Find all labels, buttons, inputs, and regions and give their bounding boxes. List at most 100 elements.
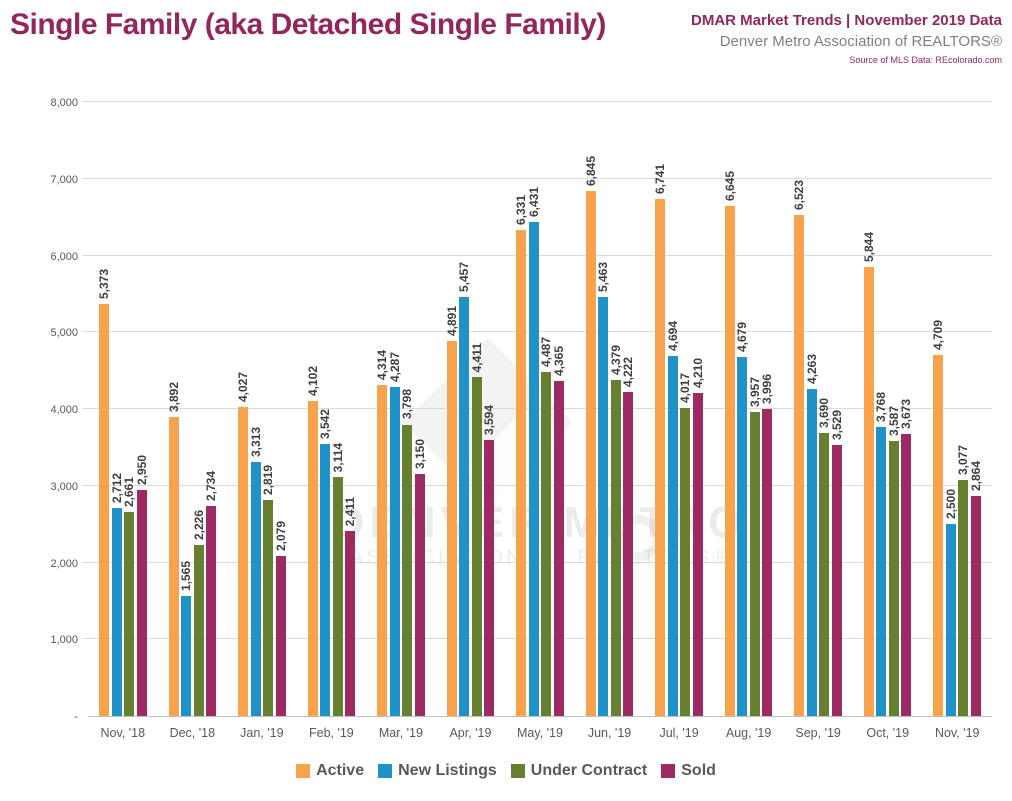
bar-value-label: 3,313 [248, 426, 263, 457]
legend-swatch-icon [378, 764, 393, 778]
y-axis-tick-label: 6,000 [50, 250, 78, 263]
bar-value-label: 6,645 [722, 170, 737, 201]
y-axis-tick-label: 8,000 [50, 97, 78, 109]
bar-value-label: 4,411 [469, 343, 484, 373]
bar-value-label: 4,709 [931, 319, 946, 350]
bar-value-label: 2,079 [273, 521, 288, 552]
bar-value-label: 3,150 [412, 439, 427, 470]
chart-legend: Active New Listings Under Contract Sold [0, 762, 1012, 780]
bar-under-contract [263, 499, 274, 716]
bar-active [238, 406, 249, 716]
bar-under-contract [402, 424, 413, 716]
legend-swatch-icon [510, 764, 525, 778]
bar-under-contract [958, 479, 969, 716]
bar-new-listings [667, 355, 678, 716]
bar-value-label: 5,457 [457, 262, 472, 293]
bar-value-label: 3,673 [899, 399, 914, 430]
y-axis-tick-label: 3,000 [50, 480, 78, 493]
brand-data-source: Source of MLS Data: REcolorado.com [849, 54, 1002, 65]
bar-under-contract [332, 477, 343, 716]
y-axis-tick-label: 1,000 [50, 634, 78, 647]
bar-active [863, 267, 874, 716]
bar-value-label: 4,102 [305, 366, 320, 397]
x-axis-category-label: Jun, '19 [587, 726, 632, 740]
bar-value-label: 4,694 [665, 320, 680, 351]
bar-value-label: 2,819 [261, 464, 276, 495]
x-axis-category-label: Oct, '19 [866, 726, 910, 740]
bar-value-label: 3,114 [330, 442, 345, 473]
legend-item-new-listings: New Listings [378, 762, 497, 780]
bar-value-label: 2,734 [204, 471, 219, 502]
bar-under-contract [124, 511, 135, 716]
x-axis-category-label: Nov, '18 [100, 726, 146, 740]
y-axis-tick-label: 2,000 [50, 557, 78, 570]
x-axis-category-label: May, '19 [517, 726, 563, 740]
bar-sold [136, 489, 147, 716]
brand-association-name: Denver Metro Association of REALTORS® [719, 32, 1002, 50]
bar-active [307, 401, 318, 716]
gridline-7000 [82, 177, 992, 179]
bar-value-label: 2,226 [191, 510, 206, 541]
bar-value-label: 4,679 [735, 321, 750, 352]
bar-sold [275, 556, 286, 716]
gridline-8000 [82, 101, 992, 102]
bar-new-listings [459, 297, 470, 716]
bar-new-listings [389, 386, 400, 716]
bar-sold [623, 391, 634, 716]
x-axis-category-label: Jul, '19 [659, 726, 699, 740]
bar-value-label: 5,463 [596, 261, 611, 292]
bar-value-label: 4,027 [236, 371, 251, 402]
bar-under-contract [471, 377, 482, 716]
bar-active [933, 354, 944, 716]
bar-sold [762, 409, 773, 716]
legend-swatch-icon [661, 764, 676, 778]
bar-new-listings [876, 426, 887, 716]
x-axis-category-label: Aug, '19 [725, 726, 772, 740]
bar-sold [901, 434, 912, 716]
legend-item-active: Active [296, 762, 364, 780]
bar-value-label: 2,950 [134, 454, 149, 485]
legend-label: Under Contract [530, 762, 648, 779]
bar-active [516, 230, 527, 716]
bar-value-label: 5,844 [861, 232, 876, 263]
bar-value-label: 4,891 [444, 305, 459, 336]
legend-swatch-icon [296, 764, 311, 778]
brand-report-name: DMAR Market Trends | November 2019 Data [691, 12, 1002, 29]
bar-value-label: 1,565 [179, 560, 194, 591]
bar-chart: - 1,000 2,000 3,000 4,000 5,000 6,000 7,000 8,00… [0, 70, 1012, 740]
bar-value-label: 4,210 [690, 357, 705, 388]
bar-sold [345, 530, 356, 716]
bar-new-listings [737, 356, 748, 716]
bar-value-label: 4,287 [387, 351, 402, 382]
bar-value-label: 6,523 [792, 180, 807, 211]
brand-block: DMAR Market Trends | November 2019 Data … [691, 12, 1002, 66]
bar-under-contract [193, 545, 204, 716]
y-axis-tick-label: 4,000 [50, 404, 78, 416]
bar-active [446, 340, 457, 716]
x-axis-category-label: Nov, '19 [934, 726, 980, 740]
bar-new-listings [806, 388, 817, 716]
bar-value-label: 6,845 [583, 155, 598, 186]
bar-sold [970, 496, 981, 716]
bar-active [168, 417, 179, 716]
legend-item-under-contract: Under Contract [510, 762, 648, 780]
page-title: Single Family (aka Detached Single Famil… [10, 8, 606, 41]
bar-active [99, 303, 110, 716]
bar-sold [553, 381, 564, 716]
legend-label: Active [316, 762, 365, 779]
bar-under-contract [541, 371, 552, 716]
bar-value-label: 3,798 [400, 389, 415, 420]
x-axis-category-label: Feb, '19 [308, 726, 354, 740]
y-axis-tick-label: - [74, 711, 78, 723]
legend-label: New Listings [398, 762, 497, 779]
bar-value-label: 3,529 [829, 410, 844, 441]
bar-value-label: 4,222 [621, 356, 636, 387]
bar-new-listings [320, 444, 331, 716]
bar-new-listings [111, 507, 122, 716]
legend-item-sold: Sold [661, 762, 716, 780]
bar-sold [831, 445, 842, 716]
bar-active [585, 190, 596, 716]
bar-value-label: 6,431 [526, 187, 541, 218]
bar-new-listings [598, 296, 609, 716]
legend-label: Sold [681, 762, 716, 779]
